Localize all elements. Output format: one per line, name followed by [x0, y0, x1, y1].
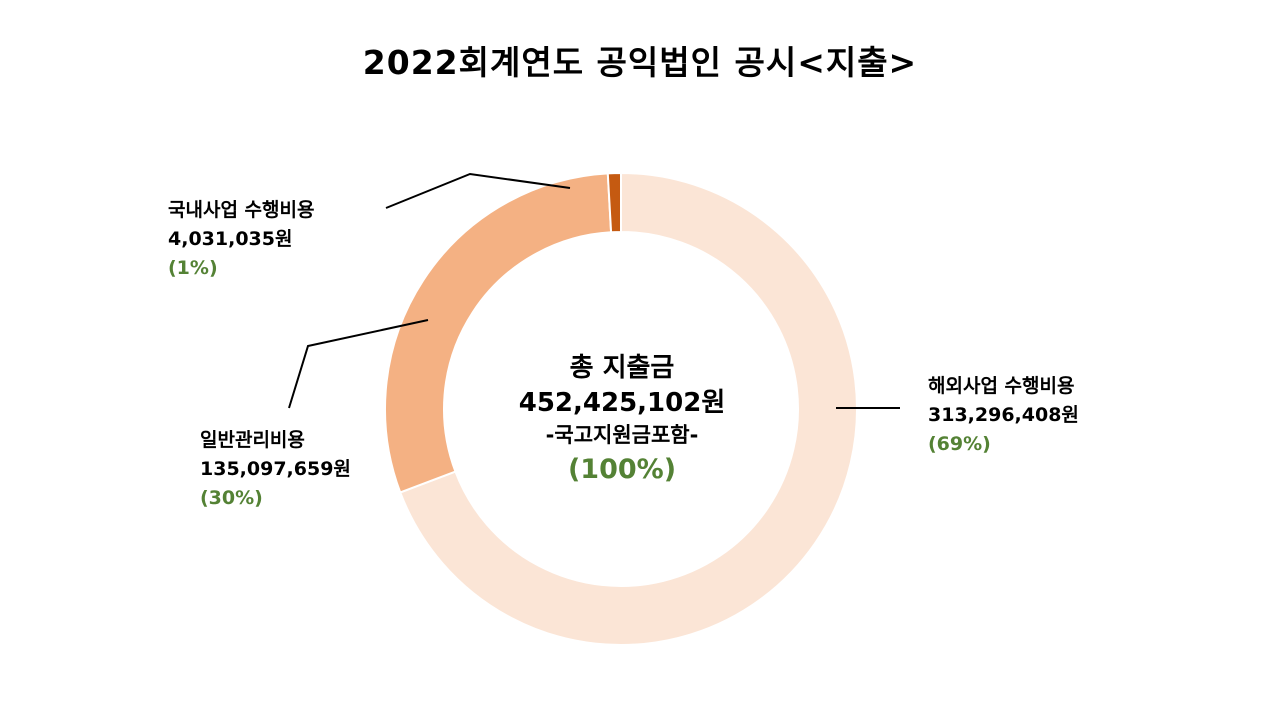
label-domestic-amount: 4,031,035원 — [168, 228, 293, 250]
center-total-amount: 452,425,102원 — [518, 388, 726, 418]
center-note: -국고지원금포함- — [545, 423, 699, 447]
label-general: 일반관리비용 135,097,659원 (30%) — [200, 426, 351, 513]
center-summary: 총 지출금 452,425,102원 -국고지원금포함- (100%) — [472, 350, 772, 490]
label-general-percent: (30%) — [200, 487, 263, 509]
label-domestic-name: 국내사업 수행비용 — [168, 199, 315, 221]
donut-slices — [384, 171, 858, 646]
center-percent: (100%) — [567, 454, 677, 485]
label-overseas-percent: (69%) — [928, 433, 991, 455]
slice-overseas — [398, 171, 858, 646]
center-total-label: 총 지출금 — [569, 353, 675, 383]
label-domestic-percent: (1%) — [168, 257, 218, 279]
label-overseas-name: 해외사업 수행비용 — [928, 375, 1075, 397]
leader-line-general — [288, 319, 429, 409]
leader-line-domestic — [385, 172, 571, 209]
label-domestic: 국내사업 수행비용 4,031,035원 (1%) — [168, 196, 314, 283]
slice-domestic — [606, 171, 622, 234]
chart-title: 2022회계연도 공익법인 공시<지출> — [362, 43, 918, 82]
label-general-amount: 135,097,659원 — [200, 458, 351, 480]
slice-general — [384, 172, 613, 494]
label-general-name: 일반관리비용 — [200, 429, 305, 451]
leader-lines — [288, 172, 900, 409]
label-overseas: 해외사업 수행비용 313,296,408원 (69%) — [928, 372, 1079, 459]
label-overseas-amount: 313,296,408원 — [928, 404, 1079, 426]
